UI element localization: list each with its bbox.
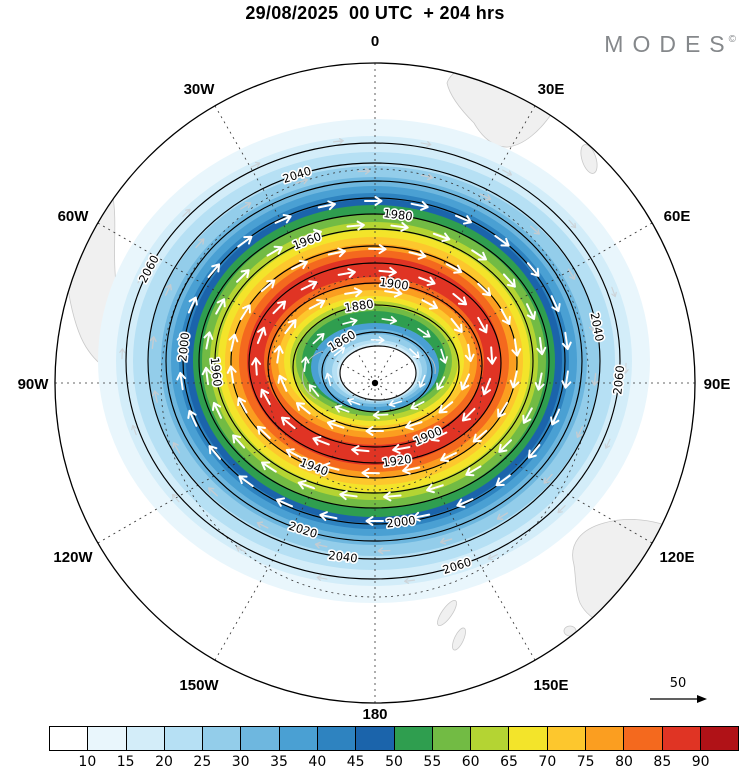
- compass-label-30w: 30W: [184, 81, 216, 98]
- colorbar: 10 15 20 25 30 35 40 45 50 55 60 65 70 7…: [49, 726, 739, 773]
- colorbar-cell: [355, 727, 394, 750]
- reference-vector-arrowhead: [697, 695, 707, 703]
- latitude-circle: [267, 275, 483, 491]
- shade-band: [339, 345, 417, 401]
- contour-label-1900: 1900: [379, 275, 410, 293]
- contour-line: [125, 142, 621, 580]
- contour-line: [230, 245, 518, 479]
- land-madagascar: [580, 144, 598, 174]
- colorbar-tick: 60: [461, 754, 480, 770]
- contour-line: [214, 228, 534, 494]
- contour-line: [182, 197, 566, 525]
- contour-label-2000: 2000: [386, 513, 417, 530]
- colorbar-cell: [316, 727, 356, 750]
- colorbar-cell: [163, 727, 203, 750]
- colorbar-cell: [661, 727, 700, 750]
- colorbar-tick: 75: [576, 754, 595, 770]
- reference-vector-label: 50: [670, 676, 687, 691]
- colorbar-tick: 65: [500, 754, 518, 770]
- colorbar-cell: [508, 727, 547, 750]
- compass-label-0: 0: [371, 33, 379, 50]
- pole-dot: [371, 379, 379, 387]
- colorbar-tick: 10: [78, 754, 97, 770]
- colorbar-tick: 40: [308, 754, 327, 770]
- contour-line: [165, 180, 583, 542]
- map-border-circle: [54, 62, 696, 704]
- compass-label-30e: 30E: [538, 81, 565, 98]
- land-australia: [572, 519, 695, 629]
- colorbar-cell: [50, 727, 88, 750]
- latitude-circle: [160, 168, 590, 598]
- land-new-zealand-north: [437, 599, 457, 627]
- page-title: 29/08/2025 00 UTC + 204 hrs: [245, 3, 505, 23]
- compass-labels: 0 30E 60E 90E 120E 150E 180 150W 120W 90…: [18, 33, 731, 723]
- colorbar-cell: [623, 727, 662, 750]
- colorbar-tick: 35: [270, 754, 288, 770]
- grid-lines: [55, 63, 695, 703]
- modes-logo-text: MODES: [604, 31, 734, 57]
- compass-label-120e: 120E: [659, 549, 694, 566]
- contour-line: [248, 262, 502, 464]
- colorbar-cell: [584, 727, 624, 750]
- compass-label-150w: 150W: [179, 677, 219, 694]
- compass-label-60w: 60W: [58, 208, 90, 225]
- colorbar-tick: 80: [615, 754, 633, 770]
- colorbar-tick: 85: [653, 754, 672, 770]
- contour-line: [292, 304, 460, 430]
- colorbar-tick: 30: [231, 754, 250, 770]
- contour-line: [198, 213, 550, 509]
- contour-label-2060: 2060: [610, 365, 627, 396]
- colorbar-tick: 90: [691, 754, 710, 770]
- colorbar-tick: 50: [385, 754, 403, 770]
- colorbar-cell: [125, 727, 164, 750]
- colorbar-tick: 25: [193, 754, 212, 770]
- land-new-zealand-south: [452, 627, 466, 651]
- contour-label-1980: 1980: [383, 206, 414, 223]
- polar-map: 2040 1980 1960 1900 1880 1860 2060 2000 …: [18, 33, 731, 723]
- colorbar-cell: [240, 727, 279, 750]
- compass-label-60e: 60E: [664, 208, 691, 225]
- colorbar-cell: [470, 727, 509, 750]
- compass-label-180: 180: [362, 706, 387, 723]
- colorbar-ticks: 10 15 20 25 30 35 40 45 50 55 60 65 70 7…: [49, 751, 739, 773]
- contour-line: [267, 282, 483, 448]
- colorbar-cell: [431, 727, 471, 750]
- colorbar-cell: [699, 727, 739, 750]
- colorbar-tick: 70: [538, 754, 557, 770]
- modes-logo-mark: ©: [728, 34, 736, 45]
- colorbar-tick: 55: [423, 754, 442, 770]
- contour-label-2000: 2000: [175, 332, 192, 363]
- colorbar-tick: 20: [155, 754, 173, 770]
- compass-label-120w: 120W: [53, 549, 93, 566]
- colorbar-scale: [49, 726, 739, 751]
- reference-vector: 50: [650, 676, 707, 703]
- colorbar-cell: [546, 727, 585, 750]
- compass-label-150e: 150E: [533, 677, 568, 694]
- colorbar-tick: 15: [116, 754, 135, 770]
- compass-label-90w: 90W: [18, 376, 50, 393]
- contour-label-1880: 1880: [343, 297, 374, 315]
- land-tasmania: [563, 625, 577, 637]
- colorbar-cell: [278, 727, 317, 750]
- contour-label-2040: 2040: [328, 548, 359, 565]
- contour-line: [147, 162, 601, 560]
- contour-label-1920: 1920: [381, 452, 412, 470]
- colorbar-tick: 45: [346, 754, 365, 770]
- colorbar-cell: [202, 727, 241, 750]
- height-contours: [125, 142, 621, 580]
- colorbar-cell: [87, 727, 126, 750]
- colorbar-cell: [393, 727, 432, 750]
- modes-logo: MODES©: [604, 31, 736, 58]
- contour-label-1960: 1960: [208, 357, 225, 388]
- compass-label-90e: 90E: [704, 376, 731, 393]
